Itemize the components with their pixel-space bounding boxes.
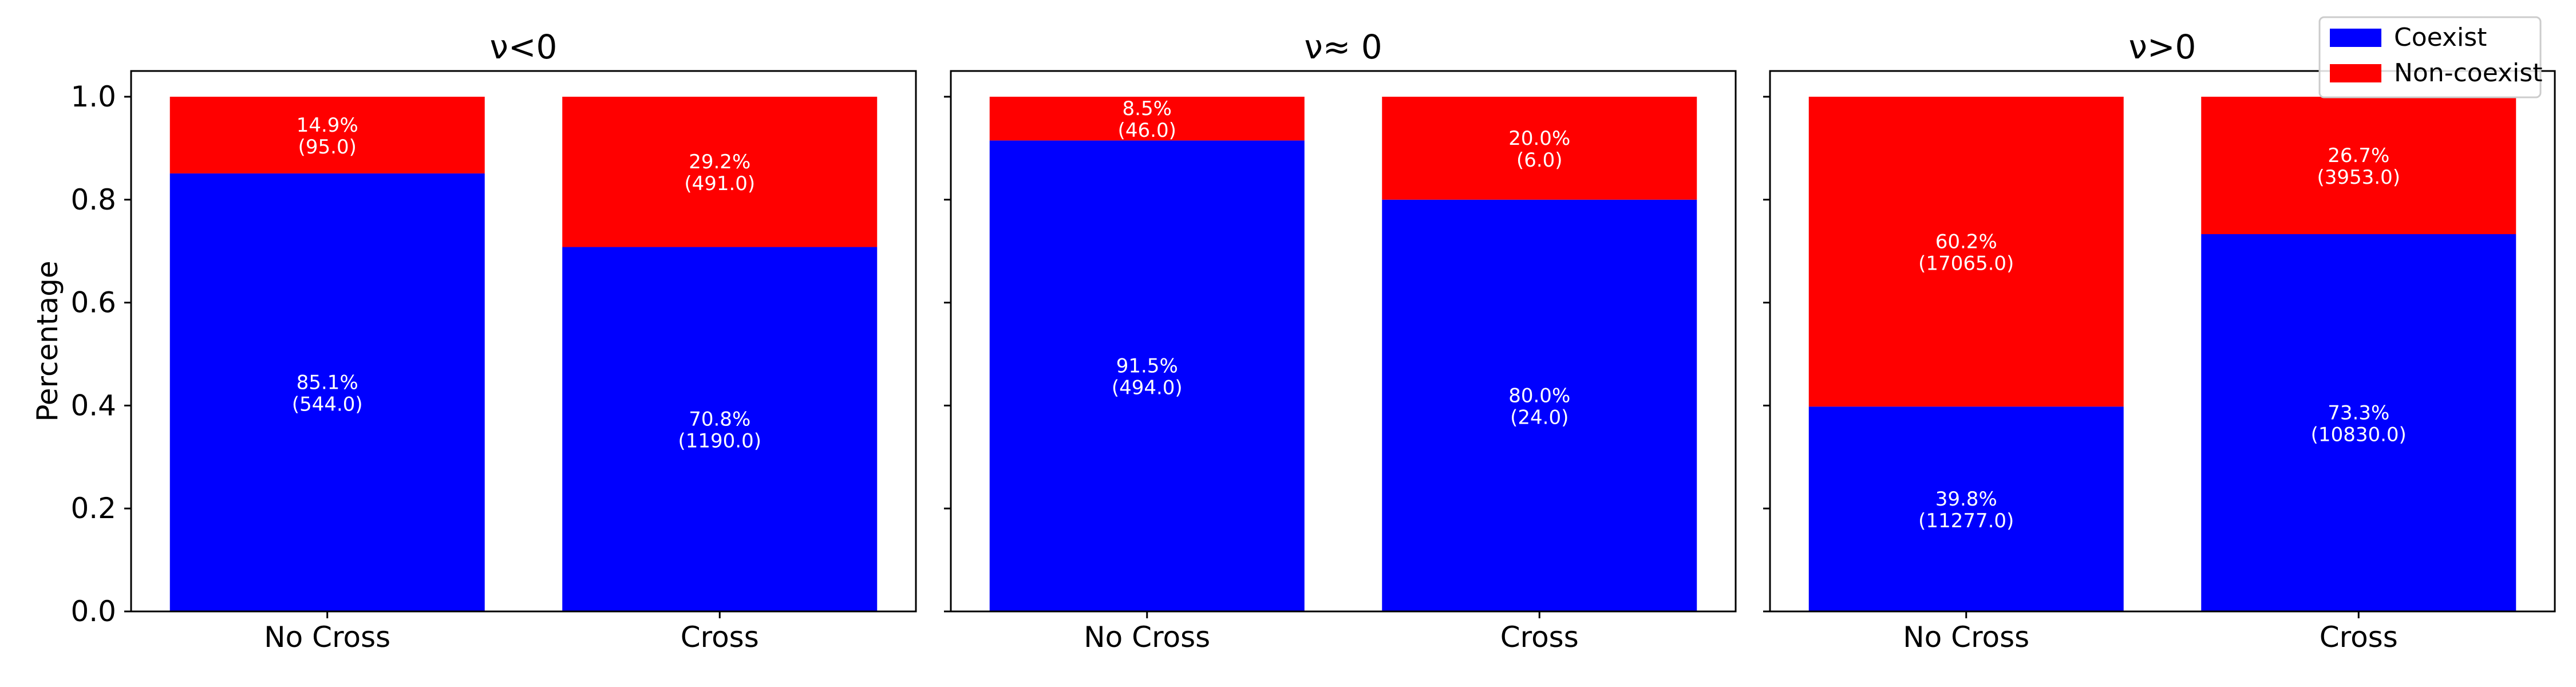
bar-percent-label: 8.5% [1123, 97, 1172, 120]
legend-swatch-coexist [2330, 29, 2381, 47]
y-tick-label: 0.4 [70, 389, 116, 422]
plot-frame [950, 70, 1737, 613]
bar-non-coexist-no-cross [1808, 96, 2124, 407]
bar-percent-label: 73.3% [2328, 401, 2389, 424]
bar-percent-label: 91.5% [1116, 355, 1178, 378]
bar-coexist-no-cross [169, 173, 485, 611]
plot-frame [1769, 70, 2556, 613]
bar-percent-label: 85.1% [297, 371, 358, 394]
y-tick-label: 0.6 [70, 286, 116, 319]
bar-percent-label: 80.0% [1508, 384, 1570, 407]
bar-count-label: (10830.0) [2311, 423, 2407, 446]
bar-count-label: (24.0) [1510, 406, 1568, 429]
bar-non-coexist-cross [2201, 96, 2516, 234]
bar-count-label: (491.0) [684, 172, 755, 195]
chart-panel-3: ν>0 39.8%(11277.0) 60.2%(17065.0) No Cross 7… [1763, 27, 2556, 654]
chart-title: ν>0 [2129, 27, 2196, 66]
bar-count-label: (46.0) [1118, 119, 1176, 142]
bar-coexist-cross [562, 247, 878, 612]
bar-percent-label: 14.9% [297, 114, 358, 137]
y-axis-label: Percentage [31, 260, 64, 421]
bar-count-label: (95.0) [298, 136, 357, 159]
x-tick-label: Cross [681, 621, 759, 654]
bar-non-coexist-no-cross [989, 96, 1305, 141]
bar-percent-label: 39.8% [1935, 488, 1997, 511]
bar-count-label: (494.0) [1112, 377, 1183, 400]
legend-label-coexist: Coexist [2394, 23, 2487, 52]
bar-percent-label: 60.2% [1935, 231, 1997, 254]
x-tick-label: Cross [2320, 621, 2398, 654]
x-tick-label: No Cross [1903, 621, 2029, 654]
chart-title: ν≈ 0 [1304, 27, 1382, 66]
plot-frame [130, 70, 917, 613]
bar-percent-label: 26.7% [2328, 144, 2389, 167]
legend: Coexist Non-coexist [2318, 16, 2542, 98]
bar-coexist-cross [2201, 234, 2516, 611]
chart-panel-1: ν<085.1%(544.0)14.9%(95.0)No Cross70.8%(… [31, 27, 917, 654]
bar-coexist-no-cross [989, 140, 1305, 611]
legend-swatch-non-coexist [2330, 64, 2381, 82]
bar-non-coexist-cross [562, 96, 878, 247]
bar-non-coexist-no-cross [169, 96, 485, 173]
y-tick-label: 0.2 [70, 492, 116, 525]
chart-panels: ν<085.1%(544.0)14.9%(95.0)No Cross70.8%(… [31, 27, 2556, 654]
chart-title: ν<0 [490, 27, 558, 66]
x-tick-label: Cross [1500, 621, 1579, 654]
bar-count-label: (17065.0) [1918, 252, 2014, 275]
bar-coexist-cross [1382, 199, 1697, 611]
x-tick-label: No Cross [1084, 621, 1210, 654]
legend-label-non-coexist: Non-coexist [2394, 58, 2542, 88]
bar-percent-label: 70.8% [689, 408, 750, 431]
chart-panel-2: ν≈ 091.5%(494.0)8.5%(46.0)No Cross80.0%(… [944, 27, 1737, 654]
y-tick-label: 0.0 [70, 595, 116, 628]
bar-percent-label: 20.0% [1508, 127, 1570, 150]
x-tick-label: No Cross [264, 621, 390, 654]
bar-count-label: (544.0) [292, 393, 363, 416]
bar-count-label: (11277.0) [1918, 510, 2014, 532]
y-tick-label: 1.0 [70, 80, 116, 113]
bar-non-coexist-cross [1382, 96, 1697, 200]
bar-count-label: (6.0) [1516, 149, 1563, 172]
bar-percent-label: 29.2% [689, 151, 750, 173]
y-tick-label: 0.8 [70, 183, 116, 216]
bar-coexist-no-cross [1808, 406, 2124, 611]
bar-count-label: (1190.0) [678, 430, 762, 453]
bar-count-label: (3953.0) [2317, 166, 2401, 189]
